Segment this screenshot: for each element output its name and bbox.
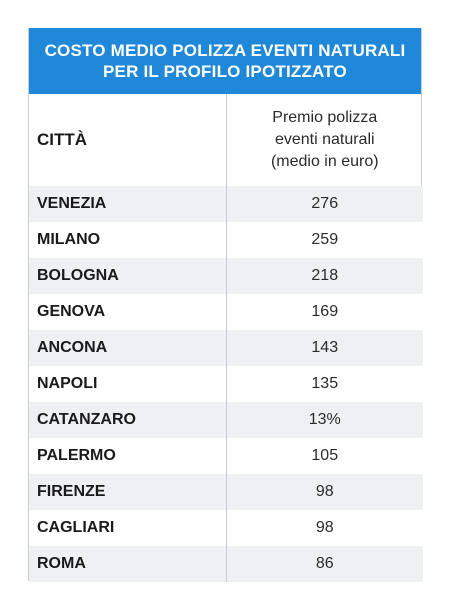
row-value: 86 (226, 546, 423, 582)
cost-table: CITTÀ Premio polizza eventi naturali (me… (29, 94, 423, 582)
table-title-line-1: COSTO MEDIO POLIZZA EVENTI NATURALI (44, 41, 406, 60)
row-value: 218 (226, 258, 423, 294)
table-row: MILANO 259 (29, 222, 423, 258)
row-city: MILANO (29, 222, 227, 258)
table-header-row: CITTÀ Premio polizza eventi naturali (me… (29, 94, 423, 186)
table-row: VENEZIA 276 (29, 186, 423, 222)
row-value: 135 (226, 366, 423, 402)
row-value: 259 (226, 222, 423, 258)
row-city: GENOVA (29, 294, 227, 330)
table-row: CAGLIARI 98 (29, 510, 423, 546)
data-table-card: COSTO MEDIO POLIZZA EVENTI NATURALI PER … (28, 28, 423, 582)
table-row: CATANZARO 13% (29, 402, 423, 438)
header-value-line-3: (medio in euro) (270, 153, 379, 170)
row-city: VENEZIA (29, 186, 227, 222)
row-value: 105 (226, 438, 423, 474)
row-value: 13% (226, 402, 423, 438)
row-value: 143 (226, 330, 423, 366)
table-row: ROMA 86 (29, 546, 423, 582)
row-city: NAPOLI (29, 366, 227, 402)
header-value-line-1: Premio polizza (272, 109, 378, 126)
table-title: COSTO MEDIO POLIZZA EVENTI NATURALI PER … (29, 28, 421, 94)
header-value: Premio polizza eventi naturali (medio in… (226, 94, 423, 186)
row-value: 276 (226, 186, 423, 222)
row-value: 98 (226, 474, 423, 510)
table-row: ANCONA 143 (29, 330, 423, 366)
row-city: ROMA (29, 546, 227, 582)
row-city: CAGLIARI (29, 510, 227, 546)
table-row: GENOVA 169 (29, 294, 423, 330)
row-city: FIRENZE (29, 474, 227, 510)
row-value: 169 (226, 294, 423, 330)
row-city: ANCONA (29, 330, 227, 366)
header-city: CITTÀ (29, 94, 227, 186)
table-row: PALERMO 105 (29, 438, 423, 474)
row-city: PALERMO (29, 438, 227, 474)
table-row: FIRENZE 98 (29, 474, 423, 510)
row-city: BOLOGNA (29, 258, 227, 294)
row-city: CATANZARO (29, 402, 227, 438)
table-row: BOLOGNA 218 (29, 258, 423, 294)
row-value: 98 (226, 510, 423, 546)
header-value-line-2: eventi naturali (274, 131, 375, 148)
table-row: NAPOLI 135 (29, 366, 423, 402)
table-title-line-2: PER IL PROFILO IPOTIZZATO (103, 62, 347, 81)
